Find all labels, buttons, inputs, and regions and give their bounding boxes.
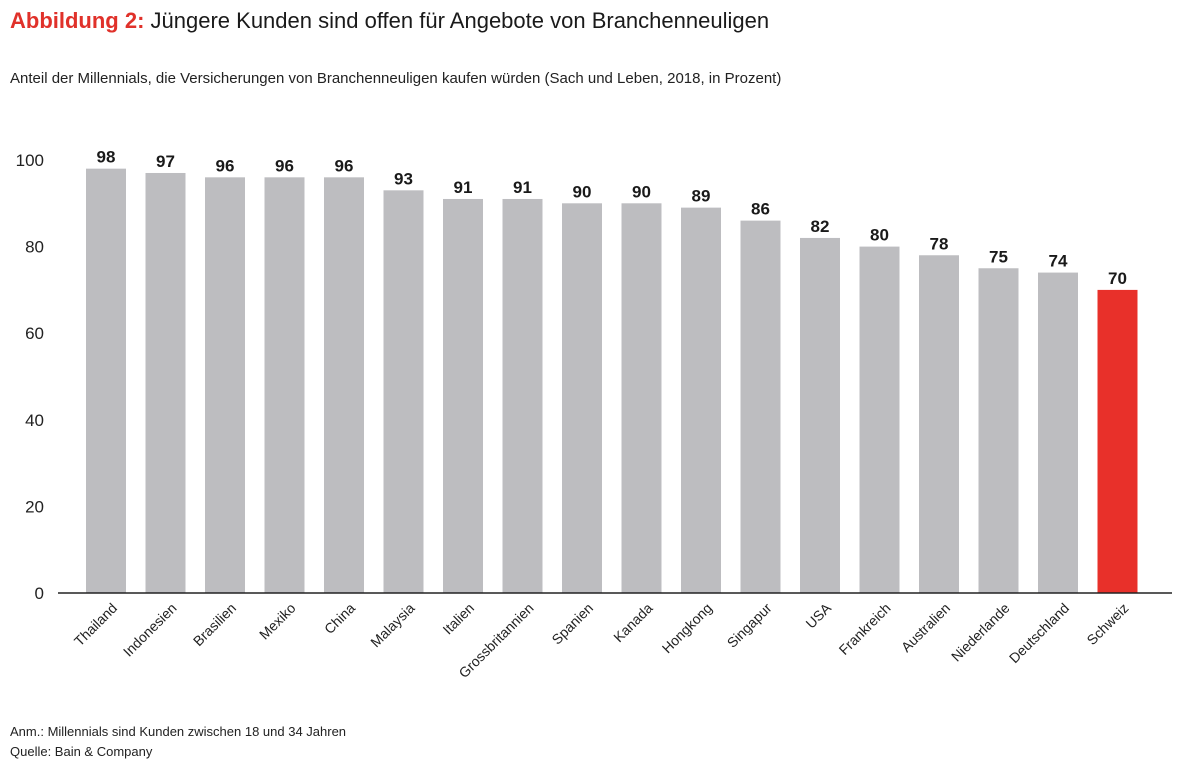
y-tick-label-40: 40 (25, 411, 44, 430)
category-label-brasilien: Brasilien (190, 600, 239, 649)
bar-brasilien (205, 177, 245, 593)
value-label-thailand: 98 (97, 148, 116, 167)
y-tick-label-0: 0 (35, 584, 44, 603)
bar-australien (919, 255, 959, 593)
bar-frankreich (859, 246, 900, 593)
value-label-malaysia: 93 (394, 169, 413, 188)
category-label-malaysia: Malaysia (367, 600, 418, 651)
category-label-thailand: Thailand (71, 600, 120, 649)
y-tick-label-80: 80 (25, 238, 44, 257)
bar-hongkong (681, 207, 721, 593)
value-label-indonesien: 97 (156, 152, 175, 171)
category-label-spanien: Spanien (548, 600, 596, 648)
bar-kanada (621, 203, 662, 594)
bar-china (324, 177, 364, 593)
y-tick-label-20: 20 (25, 497, 44, 516)
category-label-usa: USA (802, 599, 834, 631)
value-label-mexiko: 96 (275, 156, 294, 175)
category-label-singapur: Singapur (724, 600, 775, 651)
value-label-kanada: 90 (632, 182, 651, 201)
bar-deutschland (1038, 272, 1078, 593)
bar-singapur (740, 220, 781, 593)
value-label-brasilien: 96 (216, 156, 235, 175)
bar-indonesien (145, 172, 186, 594)
bar-thailand (86, 168, 126, 593)
category-label-china: China (321, 600, 358, 637)
category-label-schweiz: Schweiz (1083, 600, 1131, 648)
value-label-niederlande: 75 (989, 247, 1008, 266)
category-label-frankreich: Frankreich (836, 600, 894, 658)
value-label-usa: 82 (811, 217, 830, 236)
category-label-deutschland: Deutschland (1006, 600, 1072, 666)
value-label-hongkong: 89 (692, 187, 711, 206)
bar-schweiz (1097, 289, 1138, 593)
footnote: Anm.: Millennials sind Kunden zwischen 1… (10, 724, 347, 739)
category-label-australien: Australien (898, 600, 953, 655)
category-label-indonesien: Indonesien (120, 600, 180, 660)
value-label-italien: 91 (454, 178, 473, 197)
bar-mexiko (264, 177, 305, 593)
category-label-hongkong: Hongkong (659, 600, 715, 656)
bar-italien (443, 198, 483, 593)
title-text: Jüngere Kunden sind offen für Angebote v… (144, 8, 770, 33)
value-label-australien: 78 (930, 234, 949, 253)
bar-usa (800, 237, 840, 593)
figure-label: Abbildung 2: (10, 8, 145, 33)
source-note: Quelle: Bain & Company (10, 744, 153, 759)
category-label-niederlande: Niederlande (948, 600, 1013, 665)
value-label-grossbritannien: 91 (513, 178, 532, 197)
value-label-china: 96 (335, 156, 354, 175)
bar-grossbritannien (502, 198, 543, 593)
chart-title: Abbildung 2: Jüngere Kunden sind offen f… (10, 8, 769, 34)
value-label-deutschland: 74 (1049, 252, 1068, 271)
bar-niederlande (978, 268, 1019, 593)
value-label-frankreich: 80 (870, 226, 889, 245)
category-label-mexiko: Mexiko (256, 600, 299, 643)
value-label-schweiz: 70 (1108, 269, 1127, 288)
bar-spanien (562, 203, 602, 594)
category-label-kanada: Kanada (610, 600, 656, 646)
category-label-italien: Italien (439, 600, 477, 638)
y-tick-label-100: 100 (16, 151, 44, 170)
y-tick-label-60: 60 (25, 324, 44, 343)
chart-subtitle: Anteil der Millennials, die Versicherung… (10, 70, 782, 87)
value-label-singapur: 86 (751, 200, 770, 219)
bar-malaysia (383, 190, 424, 593)
value-label-spanien: 90 (573, 182, 592, 201)
